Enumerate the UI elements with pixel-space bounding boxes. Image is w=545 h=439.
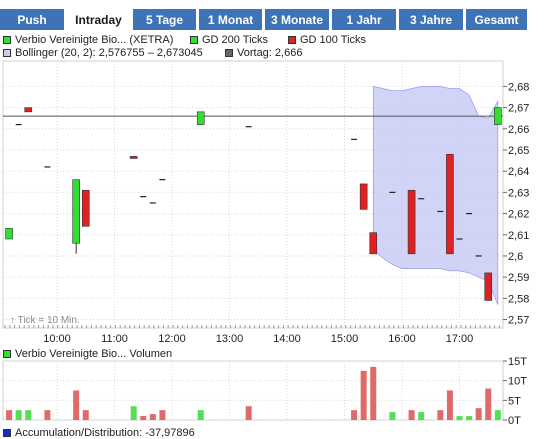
legend-series-swatch: [3, 36, 11, 44]
volume-tick-label: 15T: [508, 356, 527, 368]
y-tick-label: 2,64: [508, 166, 529, 178]
volume-bar: [485, 388, 492, 420]
volume-bar: [197, 410, 204, 420]
legend-series-label: Verbio Vereinigte Bio... (XETRA): [15, 34, 174, 46]
y-tick-label: 2,62: [508, 209, 529, 221]
volume-bar: [389, 412, 396, 420]
legend-vortag: Vortag: 2,666: [225, 47, 302, 59]
volume-legend-swatch: [3, 350, 11, 358]
volume-bar: [494, 410, 501, 420]
candle-up: [5, 228, 13, 240]
x-tick-label: 14:00: [273, 333, 301, 345]
legend-bollinger-swatch: [3, 49, 11, 57]
y-tick-label: 2,57: [508, 315, 529, 327]
y-tick-label: 2,6: [508, 251, 523, 263]
volume-bar: [82, 410, 89, 420]
tab-gesamt[interactable]: Gesamt: [466, 9, 530, 30]
legend-vortag-swatch: [225, 49, 233, 57]
legend-gd200-label: GD 200 Ticks: [202, 34, 269, 46]
x-tick-label: 11:00: [101, 333, 128, 345]
candle-down: [446, 153, 454, 255]
y-tick-label: 2,58: [508, 293, 529, 305]
legend-gd100-label: GD 100 Ticks: [300, 34, 367, 46]
legend-gd100-swatch: [288, 36, 296, 44]
volume-bar: [408, 410, 415, 420]
x-tick-label: 16:00: [388, 333, 416, 345]
legend-bollinger-label: Bollinger (20, 2): 2,576755 – 2,673045: [15, 47, 203, 59]
candle-down: [407, 189, 416, 255]
volume-bar: [245, 406, 252, 420]
candle-down: [369, 232, 378, 255]
tick-note: ↑ Tick = 10 Min.: [10, 315, 80, 326]
volume-tick-label: 10T: [508, 376, 527, 388]
x-tick-label: 15:00: [331, 333, 359, 345]
tab-3-jahre[interactable]: 3 Jahre: [399, 9, 466, 30]
y-tick-label: 2,68: [508, 81, 529, 93]
y-tick-label: 2,63: [508, 187, 529, 199]
tab-1-monat[interactable]: 1 Monat: [199, 9, 265, 30]
volume-bar: [466, 416, 473, 420]
x-tick-label: 10:00: [43, 333, 71, 345]
volume-bar: [159, 410, 166, 420]
candle-down: [24, 107, 33, 113]
y-tick-label: 2,59: [508, 272, 529, 284]
ad-legend-label: Accumulation/Distribution: -37,97896: [15, 427, 195, 439]
bollinger-band: [372, 86, 499, 305]
y-tick-label: 2,65: [508, 145, 529, 157]
legend-gd200-swatch: [190, 36, 198, 44]
y-tick-label: 2,66: [508, 124, 529, 136]
candle-down: [129, 156, 138, 159]
volume-bar: [6, 410, 13, 420]
volume-bar: [44, 410, 51, 420]
volume-tick-label: 0T: [508, 415, 521, 427]
x-tick-label: 13:00: [216, 333, 244, 345]
legend-gd200: GD 200 Ticks: [190, 34, 268, 46]
y-tick-label: 2,67: [508, 103, 529, 115]
x-tick-label: 12:00: [158, 333, 186, 345]
volume-legend: Verbio Vereinigte Bio... Volumen: [3, 348, 172, 360]
candle-up: [72, 179, 80, 244]
legend-gd100: GD 100 Ticks: [288, 34, 366, 46]
candle-up: [196, 111, 205, 125]
volume-bar: [437, 410, 444, 420]
candle-down: [484, 272, 493, 301]
timeframe-tabs: Push Intraday 5 Tage 1 Monat 3 Monate 1 Jahr 3…: [0, 9, 545, 30]
volume-bar: [418, 412, 425, 420]
tab-3-monate[interactable]: 3 Monate: [265, 9, 332, 30]
volume-bar: [25, 410, 32, 420]
volume-bar: [446, 390, 453, 420]
volume-bar: [149, 414, 156, 420]
volume-bar: [370, 366, 377, 420]
volume-legend-label: Verbio Vereinigte Bio... Volumen: [15, 348, 173, 360]
ad-legend: Accumulation/Distribution: -37,97896: [3, 427, 195, 439]
volume-bar: [475, 408, 482, 420]
tab-1-jahr[interactable]: 1 Jahr: [332, 9, 399, 30]
volume-bar: [15, 410, 22, 420]
legend-bollinger: Bollinger (20, 2): 2,576755 – 2,673045: [3, 47, 203, 59]
volume-bar: [73, 390, 80, 420]
volume-bar: [456, 416, 463, 420]
legend-vortag-label: Vortag: 2,666: [237, 47, 303, 59]
volume-bar: [360, 370, 367, 420]
candle-up: [494, 107, 502, 125]
volume-bar: [130, 406, 137, 420]
tab-intraday[interactable]: Intraday: [67, 9, 133, 30]
x-tick-label: 17:00: [446, 333, 474, 345]
ad-legend-swatch: [3, 429, 11, 437]
candle-down: [359, 183, 368, 210]
candle-down: [81, 189, 90, 227]
tab-5-tage[interactable]: 5 Tage: [133, 9, 199, 30]
y-tick-label: 2,61: [508, 230, 529, 242]
volume-bar: [351, 410, 358, 420]
volume-tick-label: 5T: [508, 395, 521, 407]
volume-bar: [140, 416, 147, 420]
legend-series: Verbio Vereinigte Bio... (XETRA): [3, 34, 173, 46]
tab-push[interactable]: Push: [0, 9, 67, 30]
